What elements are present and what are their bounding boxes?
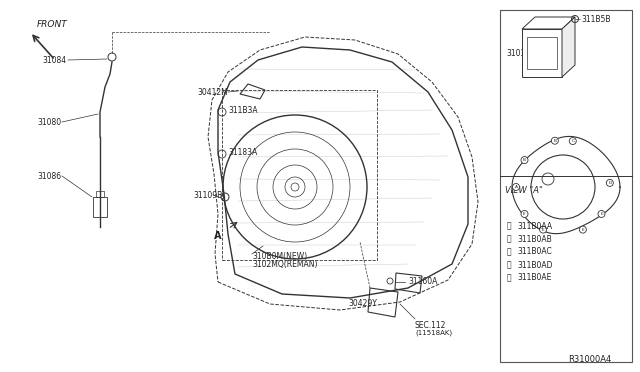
Text: SEC.112: SEC.112 [415, 321, 446, 330]
Text: B: B [523, 158, 526, 162]
Polygon shape [562, 17, 575, 77]
Text: 311B3A: 311B3A [228, 106, 258, 115]
Text: 3102MQ(REMAN): 3102MQ(REMAN) [252, 260, 317, 269]
Text: E: E [523, 212, 526, 216]
Text: A: A [214, 231, 221, 241]
Text: Ⓑ: Ⓑ [507, 234, 511, 244]
Text: Ⓔ: Ⓔ [507, 273, 511, 282]
Text: A: A [515, 185, 518, 189]
Circle shape [569, 138, 576, 145]
Text: E: E [600, 212, 603, 216]
Circle shape [579, 226, 586, 233]
Bar [222, 90, 377, 260]
Circle shape [551, 137, 558, 144]
Text: 30412M: 30412M [197, 87, 228, 96]
Text: 31086: 31086 [37, 171, 61, 180]
Text: 31036: 31036 [506, 48, 531, 58]
Text: VIEW "A": VIEW "A" [505, 186, 543, 195]
Text: D: D [608, 181, 611, 185]
Text: 311B0AD: 311B0AD [517, 260, 552, 269]
Text: 311B0AC: 311B0AC [517, 247, 552, 257]
Text: 31080: 31080 [37, 118, 61, 126]
Circle shape [606, 179, 613, 186]
Text: 311B5B: 311B5B [581, 15, 611, 23]
Text: (11518AK): (11518AK) [415, 330, 452, 336]
Text: C: C [572, 139, 574, 143]
Text: 30429Y: 30429Y [348, 299, 377, 308]
Bar [93, 197, 107, 217]
Text: E: E [542, 228, 545, 232]
Circle shape [513, 183, 520, 190]
Circle shape [540, 226, 547, 233]
Text: Ⓓ: Ⓓ [507, 260, 511, 269]
Bar [522, 29, 562, 77]
Bar [527, 37, 557, 69]
Text: B: B [554, 139, 556, 143]
Polygon shape [522, 17, 575, 29]
Text: 31084: 31084 [42, 55, 66, 64]
Bar [96, 191, 104, 197]
Bar [500, 10, 632, 362]
Text: FRONT: FRONT [36, 19, 67, 29]
Text: 310B0M(NEW): 310B0M(NEW) [252, 253, 307, 262]
Text: 311B0AE: 311B0AE [517, 273, 552, 282]
Text: 311B0AB: 311B0AB [517, 234, 552, 244]
Text: 31183A: 31183A [228, 148, 257, 157]
Circle shape [521, 157, 528, 164]
Circle shape [598, 211, 605, 218]
Circle shape [521, 211, 528, 218]
Text: 31160A: 31160A [408, 278, 437, 286]
Text: R31000A4: R31000A4 [568, 356, 612, 365]
Text: 311B0AA: 311B0AA [517, 221, 552, 231]
Text: Ⓒ: Ⓒ [507, 247, 511, 257]
Text: Ⓐ: Ⓐ [507, 221, 511, 231]
Text: E: E [582, 228, 584, 232]
Text: 31109B: 31109B [193, 190, 222, 199]
